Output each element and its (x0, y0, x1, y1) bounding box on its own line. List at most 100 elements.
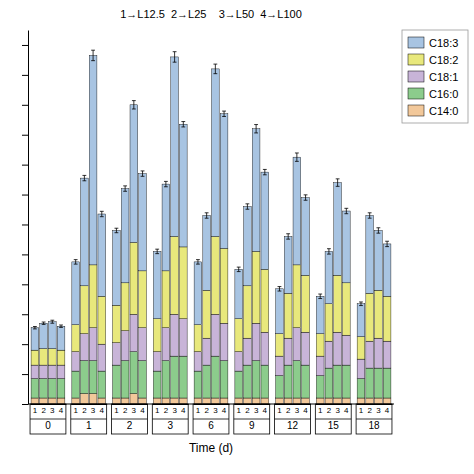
error-bar (173, 52, 177, 62)
bar-segment (244, 338, 252, 365)
group-tick: 2 (164, 406, 169, 415)
chart: 1234123412341234123412341234123412340123… (0, 0, 474, 474)
group-tick: 2 (245, 406, 250, 415)
legend: C18:3C18:2C18:1C16:0C14:0 (402, 30, 468, 123)
group-tick: 4 (100, 406, 105, 415)
bar-segment (139, 398, 147, 404)
error-bar (222, 111, 226, 116)
bar-segment (139, 174, 147, 271)
bar-segment (284, 236, 292, 293)
error-bar (344, 208, 348, 213)
group-tick-label: 1 (236, 406, 241, 415)
bar-segment (31, 398, 39, 404)
bar-segment (235, 319, 243, 352)
group-tick: 1 (155, 406, 160, 415)
bar-segment (325, 251, 333, 303)
error-bar (141, 171, 145, 176)
x-tick: 18 (368, 420, 380, 431)
x-axis: 012369121518 (45, 420, 380, 431)
bar-segment (179, 356, 187, 398)
bar-segment (383, 244, 391, 296)
bar-segment (130, 394, 138, 404)
bar-segment (139, 271, 147, 328)
category-box (275, 404, 311, 434)
bar-segment (31, 365, 39, 378)
bar-segment (383, 398, 391, 404)
error-bar (164, 181, 168, 186)
error-bar (91, 50, 95, 60)
bar-segment (357, 304, 365, 337)
bar-segment (89, 55, 97, 264)
group-tick: 1 (114, 406, 119, 415)
bar-segment (121, 283, 129, 331)
x-tick-label: 18 (368, 420, 380, 431)
legend-label: C14:0 (429, 105, 458, 117)
legend-label: C18:1 (429, 71, 458, 83)
bar-segment (162, 398, 170, 404)
legend-item: C18:1 (408, 71, 458, 83)
bar-segment (121, 398, 129, 404)
y-tick (22, 135, 28, 136)
bar-segment (194, 398, 202, 404)
bar-segment (98, 296, 106, 344)
legend-swatch (408, 88, 424, 99)
bar-segment (293, 265, 301, 328)
group-tick: 2 (286, 406, 291, 415)
bar-segment (98, 344, 106, 371)
bar-segment (284, 398, 292, 404)
bar-segment (325, 398, 333, 404)
group-tick: 3 (376, 406, 381, 415)
group-tick-label: 4 (140, 406, 145, 415)
y-tick-line (22, 374, 28, 375)
bar-segment (48, 349, 56, 365)
x-tick-label: 9 (249, 420, 255, 431)
x-tick: 0 (45, 420, 51, 431)
bar-segment (113, 398, 121, 404)
group-tick-label: 4 (222, 406, 227, 415)
group-tick: 4 (222, 406, 227, 415)
bar-segment (276, 289, 284, 334)
bar-segment (244, 286, 252, 338)
error-bar (82, 175, 86, 180)
error-bar (376, 228, 380, 233)
y-axis-line (28, 31, 29, 405)
y-tick-line (22, 135, 28, 136)
bar-segment (302, 398, 310, 404)
bar-segment (342, 283, 350, 335)
bar-segment (316, 334, 324, 356)
group-tick: 3 (254, 406, 259, 415)
legend-item: C14:0 (408, 105, 458, 117)
error-bar (213, 64, 217, 74)
group-tick-label: 3 (91, 406, 96, 415)
group-tick-label: 1 (196, 406, 201, 415)
group-tick-label: 3 (335, 406, 340, 415)
error-bar (132, 101, 136, 109)
bar-segment (113, 365, 121, 398)
error-bar (123, 186, 127, 191)
x-tick: 6 (208, 420, 214, 431)
bar-segment (31, 350, 39, 365)
bar-segment (179, 319, 187, 356)
y-tick (22, 314, 28, 315)
bar-segment (153, 371, 161, 398)
error-bar (100, 211, 104, 216)
category-box (30, 404, 66, 434)
bar-segment (334, 332, 342, 365)
group-tick-label: 3 (213, 406, 218, 415)
bar-segment (72, 371, 80, 398)
bar-segment (293, 361, 301, 398)
y-tick (22, 344, 28, 345)
bar-segment (316, 356, 324, 375)
error-bar (286, 234, 290, 239)
bar-segment (203, 290, 211, 338)
x-tick: 2 (127, 420, 133, 431)
x-tick-label: 1 (86, 420, 92, 431)
group-tick-label: 2 (82, 406, 87, 415)
bar-segment (252, 398, 260, 404)
bar-segment (81, 334, 89, 361)
x-tick-label: 3 (167, 420, 173, 431)
x-tick-label: 6 (208, 420, 214, 431)
group-tick-label: 2 (123, 406, 128, 415)
group-tick: 4 (181, 406, 186, 415)
bar-segment (153, 352, 161, 371)
